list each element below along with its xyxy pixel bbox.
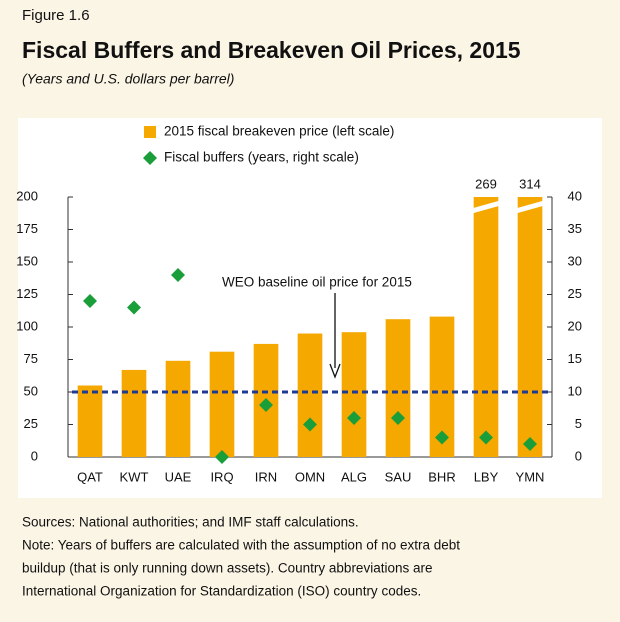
y-tick-label: 200 [16,188,38,203]
diamond-marker [523,437,537,451]
legend-label: Fiscal buffers (years, right scale) [164,150,359,165]
legend-label: 2015 fiscal breakeven price (left scale) [164,124,394,139]
legend-swatch [144,126,156,138]
y2-tick-label: 25 [568,286,582,301]
y-tick-label: 175 [16,221,38,236]
x-tick-label: IRN [255,469,277,484]
value-label: 314 [519,176,541,191]
y2-tick-label: 10 [568,383,582,398]
x-tick-label: ALG [341,469,367,484]
y-tick-label: 50 [24,383,38,398]
footer-note: Note: Years of buffers are calculated wi… [22,538,460,553]
bar [473,197,499,458]
diamond-marker [391,411,405,425]
bar [77,385,103,457]
legend-swatch [143,151,157,165]
footer-note: International Organization for Standardi… [22,584,421,599]
bar [385,319,411,457]
plot-area [77,197,543,458]
axis-break [471,200,501,214]
diamond-marker [259,398,273,412]
x-tick-label: BHR [428,469,455,484]
y2-tick-label: 0 [575,448,582,463]
diamond-marker [479,430,493,445]
x-tick-label: UAE [165,469,192,484]
footer-sources: Sources: National authorities; and IMF s… [22,515,359,530]
x-tick-label: LBY [474,469,499,484]
annotation-arrowhead [329,363,341,379]
y-tick-label: 0 [31,448,38,463]
bar [341,332,367,457]
diamond-marker [435,430,449,445]
diamond-marker [171,268,185,282]
chart-subtitle: (Years and U.S. dollars per barrel) [22,71,234,87]
axis-break [515,200,545,214]
x-tick-label: OMN [295,469,325,484]
y2-tick-label: 5 [575,416,582,431]
diamond-marker [215,450,229,464]
annotation: WEO baseline oil price for 2015 [222,275,412,290]
x-tick-label: QAT [77,469,103,484]
y-tick-label: 75 [24,351,38,366]
diamond-marker [83,294,97,308]
y-tick-label: 25 [24,416,38,431]
y2-tick-label: 35 [568,221,582,236]
value-label: 269 [475,176,497,191]
y2-tick-label: 15 [568,351,582,366]
diamond-marker [347,411,361,425]
bar [517,197,543,458]
bar [165,360,191,457]
chart-title: Fiscal Buffers and Breakeven Oil Prices,… [22,37,521,63]
footer-note: buildup (that is only running down asset… [22,561,432,576]
diamond-marker [127,300,141,315]
y-tick-label: 150 [16,253,38,268]
x-tick-label: SAU [385,469,412,484]
x-tick-label: KWT [120,469,149,484]
y2-tick-label: 20 [568,318,582,333]
x-tick-label: IRQ [210,469,233,484]
figure-label: Figure 1.6 [22,7,90,24]
x-tick-label: YMN [516,469,545,484]
bar [121,369,147,457]
y-tick-label: 100 [16,318,38,333]
diamond-marker [303,417,317,432]
bar [209,351,235,457]
y-tick-label: 125 [16,286,38,301]
y2-tick-label: 40 [568,188,582,203]
bar [297,333,323,457]
y2-tick-label: 30 [568,253,582,268]
